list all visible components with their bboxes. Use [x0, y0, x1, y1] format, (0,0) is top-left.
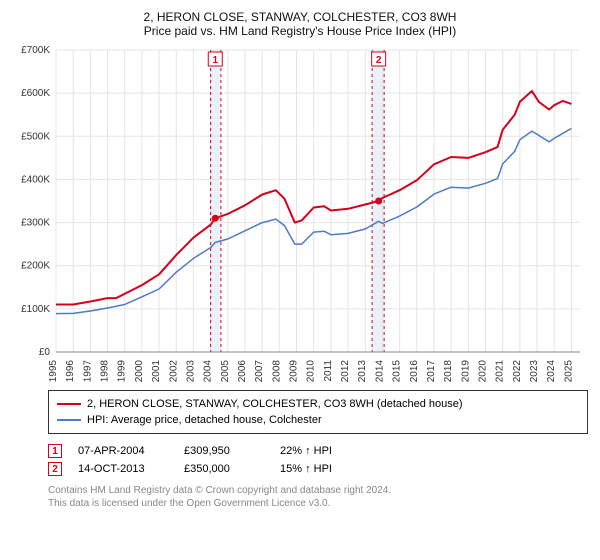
legend-label: 2, HERON CLOSE, STANWAY, COLCHESTER, CO3…	[87, 398, 463, 410]
svg-text:£500K: £500K	[21, 131, 50, 142]
legend-swatch	[57, 419, 81, 421]
sale-date: 14-OCT-2013	[78, 463, 168, 475]
sale-hpi-diff: 15% ↑ HPI	[280, 463, 360, 475]
svg-text:2020: 2020	[478, 360, 489, 383]
chart-title-block: 2, HERON CLOSE, STANWAY, COLCHESTER, CO3…	[12, 10, 588, 38]
svg-text:1: 1	[212, 55, 218, 66]
svg-text:£200K: £200K	[21, 261, 50, 272]
footer-line1: Contains HM Land Registry data © Crown c…	[48, 484, 588, 497]
svg-text:1999: 1999	[117, 360, 128, 383]
svg-text:£0: £0	[39, 347, 51, 358]
sale-index-badge: 1	[48, 444, 62, 458]
svg-text:2019: 2019	[460, 360, 471, 383]
svg-text:2007: 2007	[254, 360, 265, 383]
svg-text:£700K: £700K	[21, 45, 50, 56]
svg-text:2008: 2008	[271, 360, 282, 383]
svg-text:1995: 1995	[48, 360, 59, 383]
sale-price: £350,000	[184, 463, 264, 475]
sales-row: 2 14-OCT-2013 £350,000 15% ↑ HPI	[48, 460, 588, 478]
svg-text:1996: 1996	[65, 360, 76, 383]
footer-line2: This data is licensed under the Open Gov…	[48, 497, 588, 510]
svg-text:2013: 2013	[357, 360, 368, 383]
legend-row: 2, HERON CLOSE, STANWAY, COLCHESTER, CO3…	[57, 396, 579, 412]
svg-text:2012: 2012	[340, 360, 351, 383]
sale-index-badge: 2	[48, 462, 62, 476]
svg-text:£400K: £400K	[21, 174, 50, 185]
legend-label: HPI: Average price, detached house, Colc…	[87, 414, 322, 426]
svg-text:2016: 2016	[409, 360, 420, 383]
title-line2: Price paid vs. HM Land Registry's House …	[12, 24, 588, 38]
svg-text:2000: 2000	[134, 360, 145, 383]
svg-text:2025: 2025	[563, 360, 574, 383]
svg-text:2004: 2004	[203, 360, 214, 383]
svg-text:£100K: £100K	[21, 304, 50, 315]
svg-text:£600K: £600K	[21, 88, 50, 99]
svg-text:2023: 2023	[529, 360, 540, 383]
svg-text:2024: 2024	[546, 360, 557, 383]
footer-attribution: Contains HM Land Registry data © Crown c…	[48, 484, 588, 510]
svg-text:2001: 2001	[151, 360, 162, 383]
svg-text:2: 2	[376, 55, 382, 66]
svg-text:2015: 2015	[392, 360, 403, 383]
svg-text:£300K: £300K	[21, 218, 50, 229]
svg-text:2003: 2003	[185, 360, 196, 383]
svg-text:2010: 2010	[306, 360, 317, 383]
svg-text:2011: 2011	[323, 360, 334, 382]
svg-text:2018: 2018	[443, 360, 454, 383]
sale-hpi-diff: 22% ↑ HPI	[280, 445, 360, 457]
legend: 2, HERON CLOSE, STANWAY, COLCHESTER, CO3…	[48, 390, 588, 434]
svg-text:2021: 2021	[495, 360, 506, 383]
sales-table: 1 07-APR-2004 £309,950 22% ↑ HPI 2 14-OCT-201…	[48, 442, 588, 478]
svg-text:1998: 1998	[100, 360, 111, 383]
legend-swatch	[57, 403, 81, 405]
svg-text:1997: 1997	[82, 360, 93, 383]
svg-text:2005: 2005	[220, 360, 231, 383]
title-line1: 2, HERON CLOSE, STANWAY, COLCHESTER, CO3…	[12, 10, 588, 24]
sale-price: £309,950	[184, 445, 264, 457]
sale-date: 07-APR-2004	[78, 445, 168, 457]
svg-text:2022: 2022	[512, 360, 523, 383]
svg-text:2009: 2009	[289, 360, 300, 383]
price-chart: £0 £100K £200K £300K £400K £500K £600K £700K 199…	[12, 44, 588, 384]
legend-row: HPI: Average price, detached house, Colc…	[57, 412, 579, 428]
svg-text:2002: 2002	[168, 360, 179, 383]
svg-text:2014: 2014	[374, 360, 385, 383]
svg-text:2006: 2006	[237, 360, 248, 383]
svg-text:2017: 2017	[426, 360, 437, 383]
sales-row: 1 07-APR-2004 £309,950 22% ↑ HPI	[48, 442, 588, 460]
